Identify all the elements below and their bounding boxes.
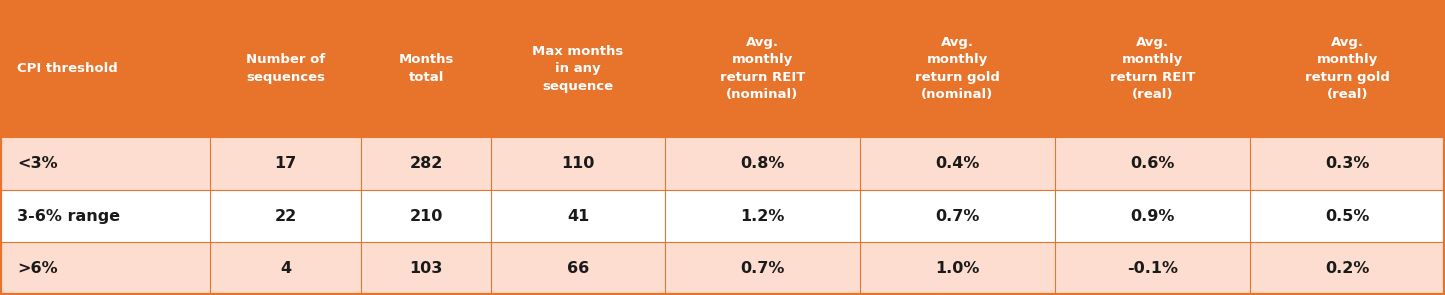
Text: 282: 282 xyxy=(409,156,444,171)
Bar xyxy=(0,137,1445,190)
Text: Avg.
monthly
return gold
(real): Avg. monthly return gold (real) xyxy=(1305,36,1390,101)
Text: Number of
sequences: Number of sequences xyxy=(246,53,325,84)
Text: Months
total: Months total xyxy=(399,53,454,84)
Text: 0.6%: 0.6% xyxy=(1130,156,1175,171)
Text: 110: 110 xyxy=(561,156,595,171)
Text: 0.9%: 0.9% xyxy=(1130,209,1175,224)
Text: 0.7%: 0.7% xyxy=(740,261,785,276)
Text: 210: 210 xyxy=(409,209,444,224)
Text: 0.5%: 0.5% xyxy=(1325,209,1370,224)
Text: Avg.
monthly
return REIT
(nominal): Avg. monthly return REIT (nominal) xyxy=(720,36,805,101)
Text: 17: 17 xyxy=(275,156,296,171)
Text: Avg.
monthly
return REIT
(real): Avg. monthly return REIT (real) xyxy=(1110,36,1195,101)
Bar xyxy=(0,190,1445,242)
Text: 0.3%: 0.3% xyxy=(1325,156,1370,171)
Text: 0.2%: 0.2% xyxy=(1325,261,1370,276)
Text: 3-6% range: 3-6% range xyxy=(17,209,120,224)
Text: 66: 66 xyxy=(566,261,590,276)
Bar xyxy=(0,242,1445,295)
Text: 103: 103 xyxy=(409,261,444,276)
Text: CPI threshold: CPI threshold xyxy=(17,62,118,75)
Text: 0.7%: 0.7% xyxy=(935,209,980,224)
Text: 4: 4 xyxy=(280,261,290,276)
Bar xyxy=(0,0,1445,137)
Text: Max months
in any
sequence: Max months in any sequence xyxy=(532,45,624,93)
Text: 41: 41 xyxy=(566,209,590,224)
Text: 0.4%: 0.4% xyxy=(935,156,980,171)
Text: 1.0%: 1.0% xyxy=(935,261,980,276)
Text: >6%: >6% xyxy=(17,261,58,276)
Text: 0.8%: 0.8% xyxy=(740,156,785,171)
Text: 1.2%: 1.2% xyxy=(740,209,785,224)
Text: 22: 22 xyxy=(275,209,296,224)
Text: -0.1%: -0.1% xyxy=(1127,261,1178,276)
Text: Avg.
monthly
return gold
(nominal): Avg. monthly return gold (nominal) xyxy=(915,36,1000,101)
Text: <3%: <3% xyxy=(17,156,58,171)
